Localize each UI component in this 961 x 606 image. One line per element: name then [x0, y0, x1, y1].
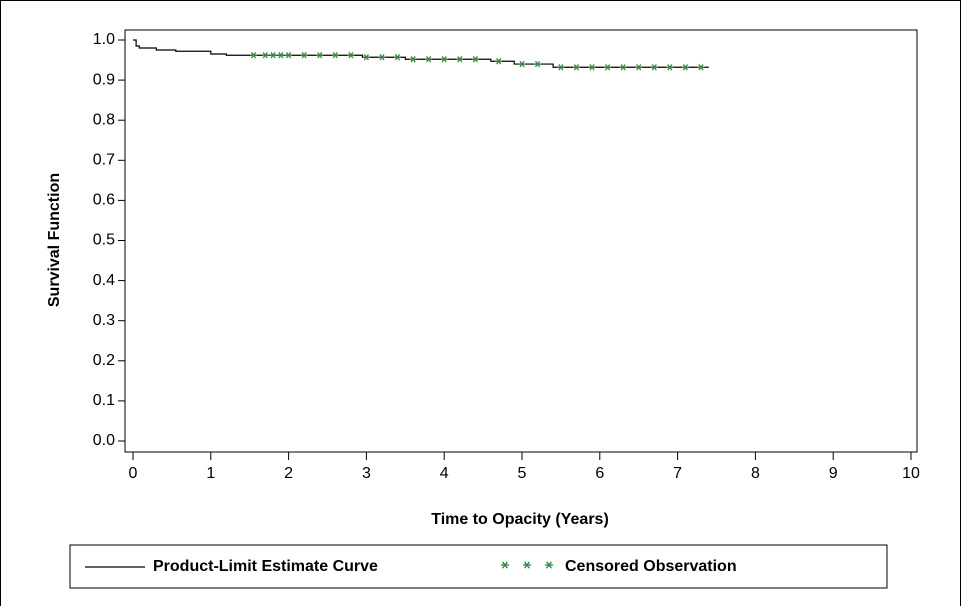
- y-tick-label: 0.0: [93, 432, 115, 449]
- x-tick-label: 5: [518, 465, 527, 482]
- censored-marker: [666, 64, 674, 71]
- censored-marker: [277, 52, 285, 59]
- x-tick-label: 0: [129, 465, 138, 482]
- legend-label: Censored Observation: [565, 558, 737, 575]
- y-axis-label: Survival Function: [46, 173, 63, 307]
- y-tick-label: 0.7: [93, 152, 115, 169]
- censored-marker: [518, 60, 526, 68]
- censored-marker: [347, 52, 355, 59]
- survival-curve: [133, 39, 709, 68]
- legend-marker: [545, 561, 553, 569]
- x-tick-label: 3: [362, 465, 371, 482]
- plot-frame: [124, 29, 918, 453]
- censored-marker: [619, 64, 627, 71]
- censored-marker: [572, 64, 580, 71]
- y-tick-label: 0.3: [93, 312, 115, 329]
- censored-marker: [269, 52, 277, 59]
- legend-marker: [501, 561, 509, 569]
- censored-marker: [250, 52, 258, 59]
- legend-box: [69, 544, 888, 589]
- censored-marker: [378, 54, 386, 61]
- x-axis-label: Time to Opacity (Years): [431, 511, 609, 528]
- x-tick-label: 6: [595, 465, 604, 482]
- y-tick-label: 0.4: [93, 272, 115, 289]
- censored-marker: [534, 60, 542, 68]
- x-tick-label: 10: [902, 465, 920, 482]
- censored-marker: [681, 64, 689, 71]
- censored-marker: [471, 56, 479, 63]
- censored-marker: [557, 64, 565, 71]
- x-tick-label: 1: [206, 465, 215, 482]
- censored-marker: [316, 52, 324, 59]
- legend-label: Product-Limit Estimate Curve: [153, 558, 378, 575]
- censored-marker: [697, 64, 705, 71]
- y-tick-label: 0.6: [93, 192, 115, 209]
- censored-marker: [635, 64, 643, 71]
- censored-marker: [409, 56, 417, 63]
- censored-marker: [650, 64, 658, 71]
- x-tick-label: 9: [829, 465, 838, 482]
- censored-marker: [285, 52, 293, 59]
- x-tick-label: 8: [751, 465, 760, 482]
- x-tick-label: 7: [673, 465, 682, 482]
- censored-marker: [456, 56, 464, 63]
- censored-marker: [604, 64, 612, 71]
- y-tick-label: 0.2: [93, 352, 115, 369]
- censored-marker: [394, 54, 402, 61]
- x-tick-label: 2: [284, 465, 293, 482]
- y-tick-label: 1.0: [93, 31, 115, 48]
- censored-marker: [495, 58, 503, 65]
- y-tick-label: 0.5: [93, 232, 115, 249]
- censored-marker: [440, 56, 448, 63]
- censored-marker: [362, 54, 370, 61]
- x-tick-label: 4: [440, 465, 449, 482]
- y-tick-label: 0.8: [93, 111, 115, 128]
- y-tick-label: 0.9: [93, 71, 115, 88]
- censored-marker: [331, 52, 339, 59]
- legend-marker: [523, 561, 531, 569]
- censored-marker: [300, 52, 308, 59]
- y-tick-label: 0.1: [93, 392, 115, 409]
- censored-marker: [261, 52, 269, 59]
- censored-marker: [588, 64, 596, 71]
- censored-marker: [425, 56, 433, 63]
